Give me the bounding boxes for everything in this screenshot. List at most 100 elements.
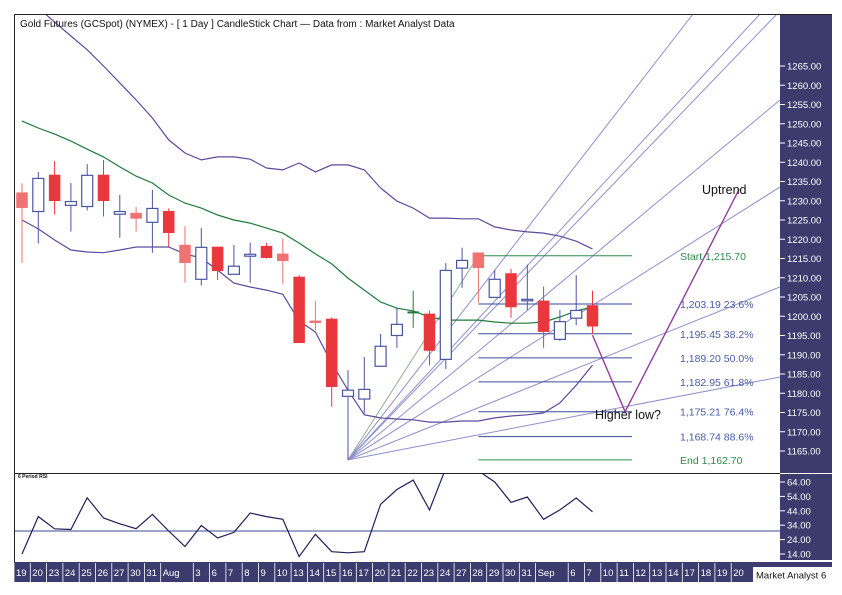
price-tick-label: 1250.00	[787, 119, 821, 130]
fib-level-label: 1,203.19 23.6%	[680, 299, 754, 311]
candle	[195, 228, 208, 286]
candle-body	[309, 320, 322, 324]
fib-level-label: 1,182.95 61.8%	[680, 377, 754, 389]
candle-body	[325, 318, 338, 387]
fan-line	[347, 99, 780, 461]
candle	[32, 171, 45, 244]
date-tick-label: 19	[717, 568, 728, 579]
date-tick-label: 30	[130, 568, 141, 579]
price-tick-label: 1265.00	[787, 62, 821, 73]
candle-body	[81, 174, 94, 208]
candle-body	[195, 246, 208, 280]
candle	[64, 183, 78, 232]
candle-body	[472, 252, 485, 268]
price-tick-label: 1180.00	[787, 389, 821, 400]
date-tick-label: 14	[668, 568, 679, 579]
date-tick-label: 17	[358, 568, 369, 579]
price-tick-label: 1200.00	[787, 312, 821, 323]
candle-body	[586, 305, 599, 327]
candle-body	[260, 245, 273, 258]
fib-level-label: 1,175.21 76.4%	[680, 407, 754, 419]
candle	[374, 333, 387, 367]
candle-body	[341, 389, 355, 397]
higher-low-annotation: Higher low?	[595, 408, 661, 422]
date-tick-label: 30	[505, 568, 516, 579]
fan-line	[347, 376, 780, 461]
candle-body	[537, 300, 550, 332]
price-tick-label: 1220.00	[787, 235, 821, 246]
date-tick-label: 10	[277, 568, 288, 579]
candle-body	[277, 253, 289, 262]
date-tick-label: 18	[701, 568, 712, 579]
fan-line	[347, 14, 778, 461]
date-tick-label: 15	[326, 568, 337, 579]
price-tick-label: 1165.00	[787, 447, 821, 458]
candle	[81, 164, 94, 211]
candle	[537, 286, 550, 348]
candle	[570, 275, 583, 326]
candle	[162, 208, 175, 247]
date-tick-label: 18	[0, 568, 10, 579]
rsi-tick-label: 14.00	[787, 550, 811, 561]
candle-body	[521, 298, 534, 302]
chart-title: Gold Futures (GCSpot) (NYMEX) - [ 1 Day …	[20, 19, 455, 30]
date-tick-label: 20	[733, 568, 744, 579]
date-tick-label: 11	[619, 568, 629, 579]
date-tick-label: 23	[49, 568, 60, 579]
date-tick-label: 16	[342, 568, 353, 579]
date-tick-label: 10	[603, 568, 614, 579]
rsi-tick-label: 24.00	[787, 535, 811, 546]
candle-body	[211, 246, 224, 272]
candle-body	[374, 345, 387, 367]
date-tick-label: 14	[309, 568, 320, 579]
date-tick-label: 13	[652, 568, 663, 579]
moving-average-line	[21, 120, 593, 324]
date-tick-label: 17	[684, 568, 695, 579]
date-axis-panel	[14, 562, 832, 582]
date-tick-label: 12	[635, 568, 646, 579]
brand-box	[753, 567, 832, 582]
fib-level-label: 1,168.74 88.6%	[680, 432, 754, 444]
candle	[244, 242, 257, 283]
fib-level-label: 1,195.45 38.2%	[680, 329, 754, 341]
date-tick-label: 28	[472, 568, 483, 579]
candle	[439, 263, 452, 369]
date-tick-label: 20	[32, 568, 43, 579]
date-tick-label: 29	[489, 568, 500, 579]
brand-label: Market Analyst 6	[756, 571, 826, 582]
date-tick-label: 3	[195, 568, 200, 579]
rsi-tick-label: 64.00	[787, 478, 811, 489]
candle-body	[293, 276, 305, 344]
candle	[293, 275, 305, 344]
candle	[423, 310, 436, 366]
rsi-line	[21, 474, 593, 558]
candle	[130, 206, 142, 232]
uptrend-annotation: Uptrend	[702, 183, 747, 197]
price-tick-label: 1190.00	[787, 350, 821, 361]
rsi-title: 6 Period RSI	[18, 474, 48, 480]
candle	[277, 238, 289, 284]
date-tick-label: 9	[261, 568, 266, 579]
fan-line	[347, 286, 780, 461]
candle	[341, 370, 355, 460]
candle-body	[113, 210, 126, 215]
date-tick-label: 24	[65, 568, 76, 579]
date-tick-label: 21	[391, 568, 402, 579]
candle-body	[358, 388, 371, 400]
date-tick-label: 25	[81, 568, 92, 579]
date-tick-label: 13	[293, 568, 304, 579]
candle	[553, 310, 567, 341]
candle-body	[407, 311, 419, 314]
price-tick-label: 1260.00	[787, 81, 821, 92]
candle-body	[488, 278, 501, 298]
candle-body	[423, 313, 436, 351]
candle	[390, 307, 403, 348]
candle	[407, 290, 419, 328]
price-tick-label: 1230.00	[787, 196, 821, 207]
date-tick-label: 26	[98, 568, 109, 579]
date-tick-label: 19	[16, 568, 27, 579]
projection-path	[591, 188, 740, 414]
price-tick-label: 1205.00	[787, 293, 821, 304]
candle	[472, 252, 485, 303]
date-tick-label: 7	[587, 568, 592, 579]
